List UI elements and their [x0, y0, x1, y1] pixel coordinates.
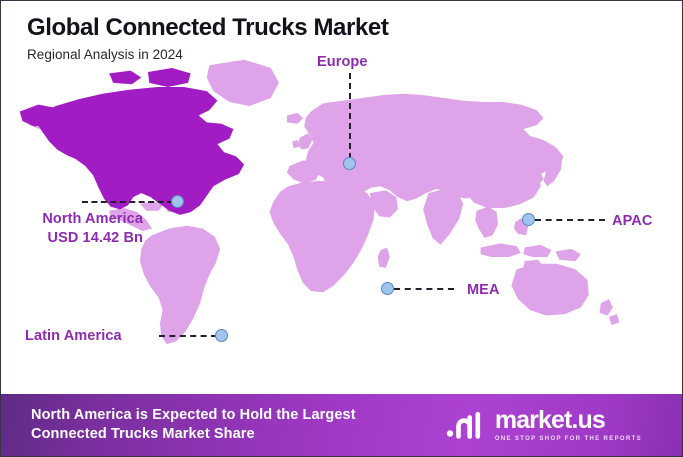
- leader-line-latin-america: [159, 335, 217, 337]
- region-label-north-america-value: USD 14.42 Bn: [47, 230, 143, 247]
- banner-headline-line2: Connected Trucks Market Share: [31, 426, 255, 442]
- region-label-apac: APAC: [612, 213, 653, 229]
- map-marker-europe[interactable]: [343, 157, 356, 170]
- map-region-other: [26, 59, 620, 345]
- map-marker-latin-america[interactable]: [215, 329, 228, 342]
- region-label-mea: MEA: [467, 282, 500, 298]
- header: Global Connected Trucks Market Regional …: [1, 1, 682, 63]
- map-marker-apac[interactable]: [522, 213, 535, 226]
- region-label-north-america: North America USD 14.42 Bn: [11, 210, 143, 248]
- leader-line-apac: [535, 219, 605, 221]
- world-map-area: Europe North America USD 14.42 Bn APAC M…: [1, 1, 682, 396]
- region-label-europe: Europe: [317, 54, 368, 70]
- banner-headline-line1: North America is Expected to Hold the La…: [31, 406, 356, 423]
- page-subtitle: Regional Analysis in 2024: [27, 47, 183, 63]
- logo-text: market.us ONE STOP SHOP FOR THE REPORTS: [494, 406, 642, 443]
- leader-line-europe: [349, 73, 351, 159]
- page-title: Global Connected Trucks Market: [27, 14, 389, 41]
- market-us-logo[interactable]: market.us ONE STOP SHOP FOR THE REPORTS: [445, 408, 668, 442]
- logo-tagline: ONE STOP SHOP FOR THE REPORTS: [494, 436, 642, 442]
- world-map-svg: [19, 59, 620, 345]
- leader-line-north-america: [82, 201, 173, 203]
- map-marker-north-america[interactable]: [171, 195, 184, 208]
- region-label-north-america-line1: North America: [42, 211, 143, 227]
- map-marker-mea[interactable]: [381, 282, 394, 295]
- bottom-banner: North America is Expected to Hold the La…: [1, 394, 682, 456]
- map-region-north-america: [19, 67, 245, 215]
- region-label-latin-america: Latin America: [25, 328, 122, 344]
- logo-wordmark: market.us: [494, 406, 606, 434]
- market-us-logo-icon: [446, 411, 480, 439]
- leader-line-mea: [394, 288, 454, 290]
- banner-headline: North America is Expected to Hold the La…: [31, 406, 356, 444]
